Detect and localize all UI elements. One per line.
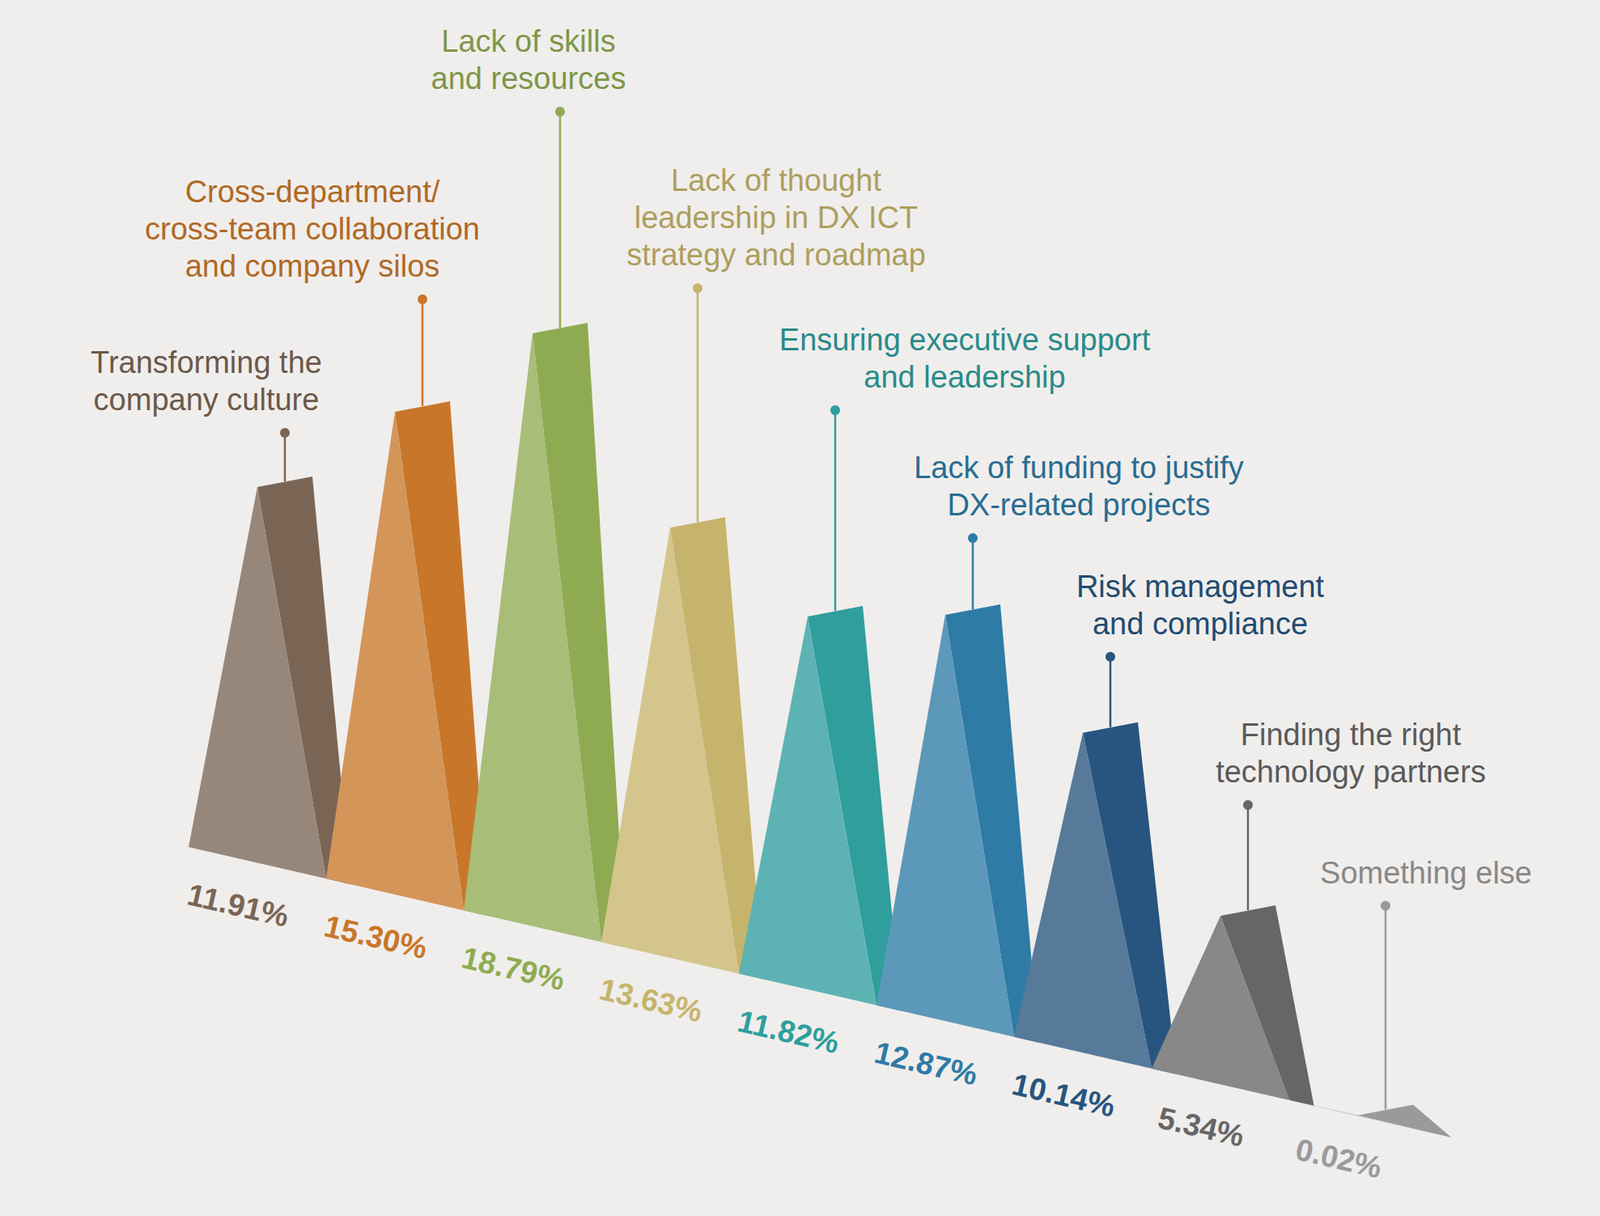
svg-text:Transforming the: Transforming the	[90, 345, 323, 380]
svg-text:Lack of thought: Lack of thought	[670, 163, 882, 198]
svg-text:13.63%: 13.63%	[596, 971, 706, 1029]
svg-text:technology partners: technology partners	[1215, 755, 1486, 790]
svg-text:strategy and roadmap: strategy and roadmap	[626, 237, 926, 272]
svg-text:Finding the right: Finding the right	[1240, 717, 1462, 752]
svg-text:Lack of skills: Lack of skills	[441, 24, 616, 59]
svg-text:15.30%: 15.30%	[321, 908, 431, 966]
svg-text:and company silos: and company silos	[185, 249, 441, 284]
svg-text:Risk management: Risk management	[1076, 569, 1325, 604]
svg-text:and compliance: and compliance	[1092, 606, 1308, 641]
svg-text:leadership in DX ICT: leadership in DX ICT	[634, 200, 919, 235]
svg-text:11.91%: 11.91%	[184, 877, 293, 934]
svg-text:10.14%: 10.14%	[1009, 1067, 1119, 1125]
svg-text:Lack of funding to justify: Lack of funding to justify	[913, 450, 1244, 485]
svg-text:Something else: Something else	[1319, 856, 1533, 891]
svg-text:11.82%: 11.82%	[734, 1004, 843, 1061]
svg-text:and leadership: and leadership	[863, 360, 1066, 395]
svg-text:Cross-department/: Cross-department/	[185, 174, 441, 209]
svg-text:Ensuring executive support: Ensuring executive support	[779, 322, 1151, 357]
svg-text:company culture: company culture	[93, 382, 320, 417]
svg-text:12.87%: 12.87%	[871, 1035, 981, 1093]
svg-text:DX-related projects: DX-related projects	[946, 488, 1210, 523]
svg-text:and resources: and resources	[431, 61, 627, 96]
svg-text:18.79%: 18.79%	[458, 940, 569, 998]
svg-text:5.34%: 5.34%	[1154, 1100, 1248, 1154]
svg-text:cross-team collaboration: cross-team collaboration	[144, 212, 480, 247]
svg-text:0.02%: 0.02%	[1292, 1132, 1385, 1185]
